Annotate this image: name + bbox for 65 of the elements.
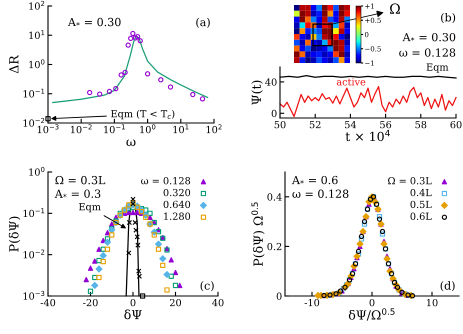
x-tick-label: 10$^{1}$ bbox=[173, 124, 188, 134]
x-axis-title: t × 10$^{4}$ bbox=[346, 130, 390, 142]
x-tick-label: 20 bbox=[170, 298, 182, 306]
text: Ω bbox=[390, 3, 400, 14]
x-tick-label: 58 bbox=[415, 120, 426, 128]
annotation: Eqm bbox=[78, 203, 101, 212]
series-label: active bbox=[336, 78, 366, 86]
x-axis-title: δΨ bbox=[124, 310, 142, 320]
y-tick-label: 10$^{0}$ bbox=[29, 166, 44, 176]
y-tick-label: 10$^{−3}$ bbox=[24, 290, 44, 300]
legend-label: Ω = 0.3L bbox=[388, 177, 432, 184]
y-tick-label: 10$^{0}$ bbox=[29, 59, 44, 68]
x-tick-label: -20 bbox=[83, 298, 98, 306]
annotation: Ω = 0.3L bbox=[55, 176, 106, 184]
y-axis-title: P(δΨ) bbox=[8, 216, 20, 252]
annotation: Eqm (T < T$_{c}$) bbox=[111, 110, 174, 120]
legend-label: 0.6L bbox=[410, 212, 432, 220]
legend-label: 0.4L bbox=[410, 188, 432, 196]
x-axis-title: ω bbox=[126, 140, 136, 146]
annotation: A$_{*}$ = 0.3 bbox=[54, 189, 100, 198]
x-tick-label: -40 bbox=[40, 298, 56, 306]
annotation: A$_{*}$ = 0.6 bbox=[292, 176, 338, 184]
y-tick-label: 0.2 bbox=[267, 242, 282, 250]
x-tick-label: 54 bbox=[345, 120, 356, 128]
y-tick-label: 10$^{−1}$ bbox=[24, 208, 44, 218]
x-tick-label: 60 bbox=[450, 120, 462, 128]
annotation: (d) bbox=[440, 281, 455, 292]
y-tick-label: 0 bbox=[272, 110, 277, 118]
text: ω = 0.128 bbox=[399, 48, 456, 57]
x-tick-label: 10$^{−1}$ bbox=[104, 124, 125, 134]
legend-label: 1.280 bbox=[164, 212, 190, 220]
x-axis-title: δΨ/Ω$^{0.5}$ bbox=[348, 308, 395, 321]
y-axis-title: P(δΨ) Ω$^{0.5}$ bbox=[251, 202, 265, 266]
x-tick-label: 0 bbox=[370, 298, 374, 306]
x-tick-label: 10$^{−3}$ bbox=[38, 124, 59, 134]
y-axis-title: Ψ(t) bbox=[251, 80, 263, 105]
y-tick-label: 10$^{−2}$ bbox=[24, 250, 44, 258]
series-label: Eqm bbox=[426, 63, 448, 73]
x-tick-label: 56 bbox=[380, 120, 392, 128]
legend-label: 0.320 bbox=[164, 188, 190, 196]
x-tick-label: 10$^{−2}$ bbox=[70, 124, 92, 134]
x-tick-label: 0 bbox=[130, 298, 136, 306]
annotation: (a) bbox=[196, 18, 210, 28]
y-tick-label: 40 bbox=[265, 78, 277, 86]
text: A$_{*}$ = 0.30 bbox=[402, 32, 456, 42]
x-tick-label: 40 bbox=[212, 298, 224, 306]
x-tick-label: 10$^{2}$ bbox=[206, 124, 222, 134]
x-tick-label: 10 bbox=[427, 298, 438, 306]
legend-label: 0.640 bbox=[164, 200, 190, 208]
annotation: ω = 0.128 bbox=[292, 190, 348, 198]
legend-label: ω = 0.128 bbox=[141, 177, 190, 184]
y-tick-label: 0 bbox=[276, 292, 282, 300]
legend-label: 0.5L bbox=[410, 200, 432, 208]
text: (b) bbox=[441, 12, 456, 24]
x-tick-label: 50 bbox=[274, 120, 286, 128]
annotation: (c) bbox=[200, 281, 214, 292]
x-tick-label: -10 bbox=[304, 298, 320, 306]
y-tick-label: 10$^{−1}$ bbox=[24, 88, 44, 98]
y-axis-title: ΔR bbox=[9, 54, 18, 74]
x-tick-label: 10$^{0}$ bbox=[140, 124, 156, 134]
annotation: A$_{*}$ = 0.30 bbox=[68, 18, 121, 26]
x-tick-label: 52 bbox=[310, 120, 320, 128]
y-tick-label: 10$^{2}$ bbox=[29, 0, 44, 10]
y-tick-label: 0.4 bbox=[267, 193, 282, 201]
y-tick-label: 10$^{1}$ bbox=[29, 30, 44, 40]
